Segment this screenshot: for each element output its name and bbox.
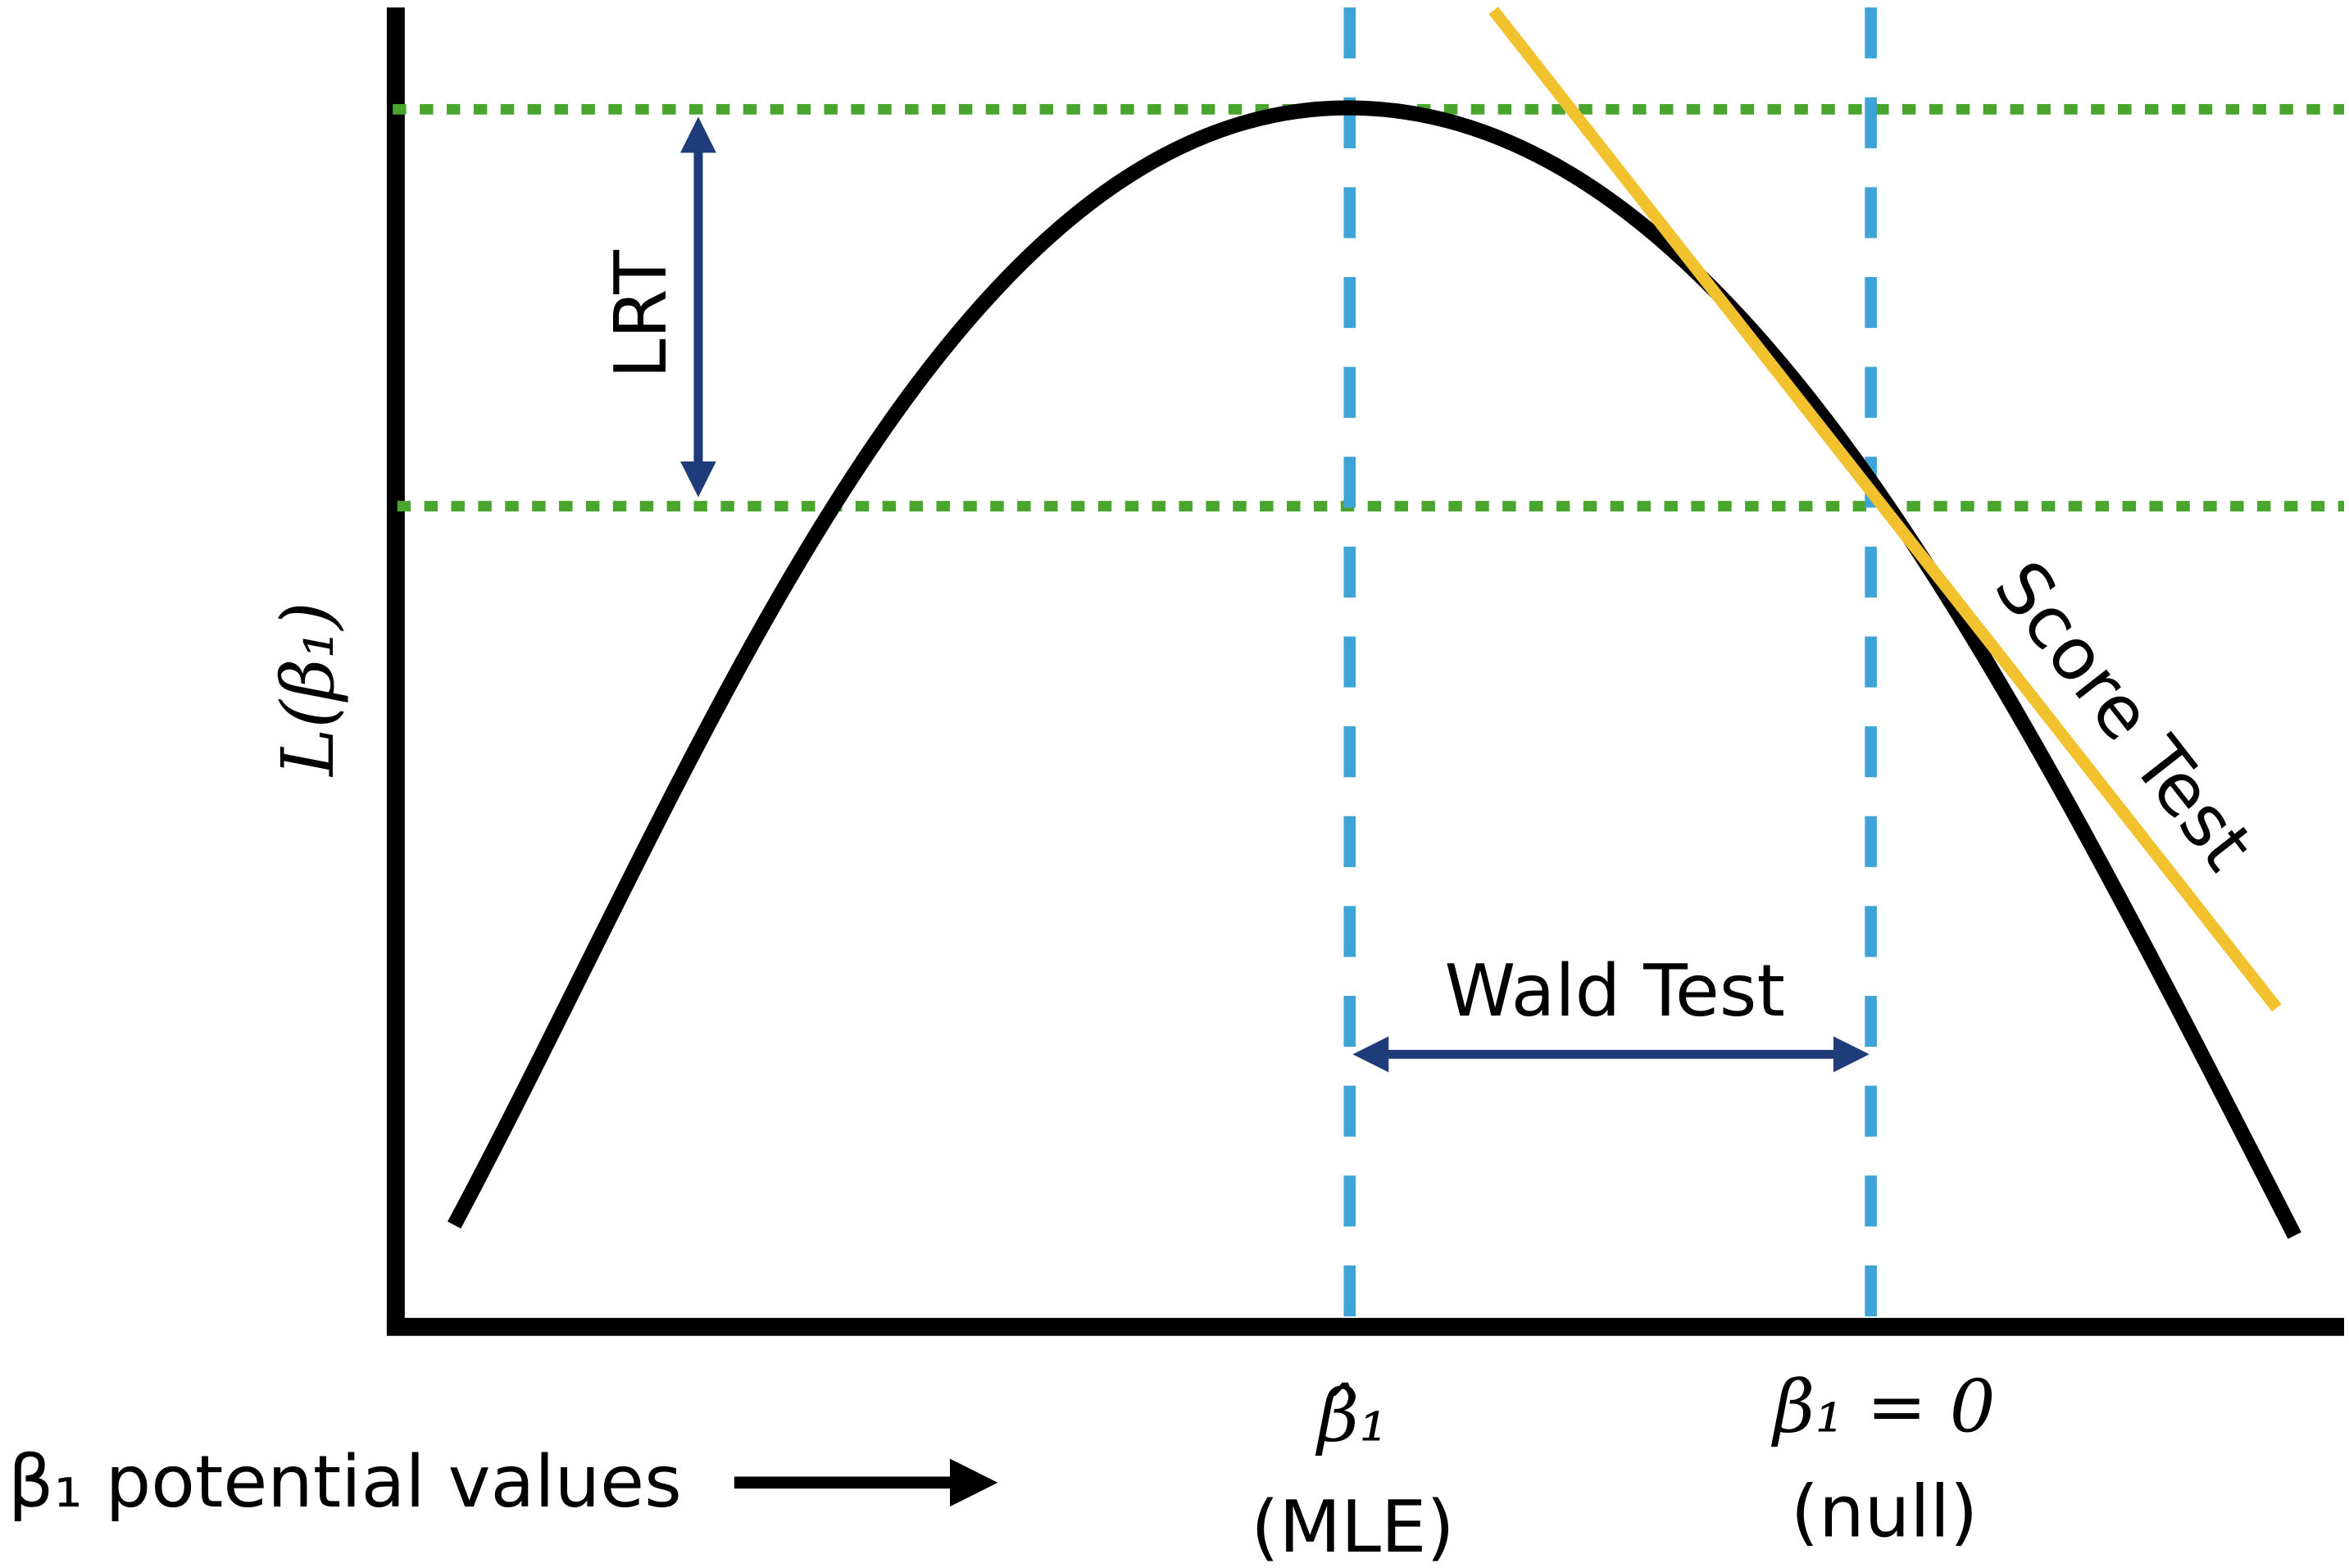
x-axis-label: β₁ potential values [8,1440,682,1524]
likelihood-curve [448,100,2301,1239]
tangent-line [1488,7,2282,1012]
mle-symbol: β̂₁ [1315,1375,1388,1458]
null-note: (null) [1791,1470,1978,1554]
wald-label: Wald Test [1444,949,1784,1033]
null-symbol: β₁ = 0 [1771,1366,1996,1449]
y-axis-label: L(β₁) [266,602,350,778]
lrt-label: LRT [599,250,683,379]
mle-note: (MLE) [1251,1485,1454,1568]
